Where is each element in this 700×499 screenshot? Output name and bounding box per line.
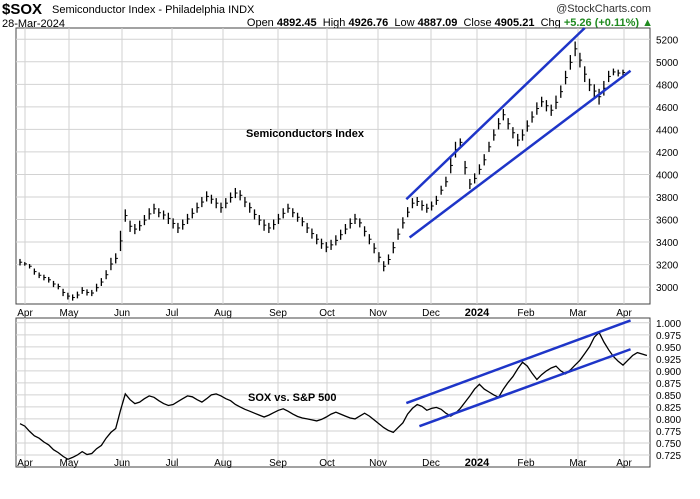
y-tick-label: 0.800: [656, 415, 681, 426]
index-full-name: Semiconductor Index - Philadelphia INDX: [52, 4, 255, 16]
chart-annotation: SOX vs. S&P 500: [248, 392, 336, 404]
y-tick-label: 4400: [656, 125, 679, 136]
y-tick-label: 0.975: [656, 331, 681, 342]
y-tick-label: 0.875: [656, 379, 681, 390]
low-value: 4887.09: [417, 17, 458, 29]
x-tick-label: Feb: [517, 458, 535, 469]
trend-channel-line: [405, 319, 631, 405]
x-tick-label: Feb: [517, 308, 535, 319]
y-tick-label: 0.725: [656, 451, 681, 462]
price-panel: Apr May Jun Jul Aug Sep Oct Nov Dec 2024 Feb Mar Apr…: [15, 27, 679, 319]
up-arrow-icon: ▲: [642, 17, 653, 29]
high-value: 4926.76: [348, 17, 389, 29]
trend-channel-line: [408, 69, 632, 239]
chg-label: Chg: [540, 17, 561, 29]
x-tick-label: Apr: [17, 308, 33, 319]
y-tick-label: 0.825: [656, 403, 681, 414]
y-tick-label: 3000: [656, 283, 679, 294]
open-value: 4892.45: [276, 17, 317, 29]
x-tick-label: Aug: [214, 308, 232, 319]
trend-channel-line: [405, 27, 586, 201]
y-tick-label: 0.950: [656, 343, 681, 354]
quote-date: 28-Mar-2024: [2, 18, 65, 30]
x-tick-label: Oct: [319, 458, 335, 469]
trend-channel-line: [418, 348, 631, 428]
x-tick-label: May: [60, 458, 79, 469]
y-tick-label: 3600: [656, 216, 679, 227]
close-label: Close: [463, 17, 492, 29]
y-tick-label: 3200: [656, 261, 679, 272]
x-tick-label: Apr: [616, 308, 632, 319]
x-tick-label: Aug: [214, 458, 232, 469]
high-label: High: [322, 17, 346, 29]
x-tick-label: Jun: [114, 308, 130, 319]
ratio-line: [19, 331, 648, 461]
chg-value: +5.26 (+0.11%): [563, 17, 640, 29]
y-tick-label: 4600: [656, 103, 679, 114]
x-tick-label: Jul: [166, 458, 179, 469]
y-tick-label: 0.925: [656, 355, 681, 366]
y-tick-label: 4800: [656, 80, 679, 91]
y-tick-label: 0.775: [656, 427, 681, 438]
x-tick-label: 2024: [465, 307, 490, 319]
x-tick-label: Mar: [569, 458, 587, 469]
x-tick-label: Nov: [369, 308, 387, 319]
x-tick-label: Mar: [569, 308, 587, 319]
x-tick-label: Apr: [17, 458, 33, 469]
x-tick-label: Sep: [269, 458, 287, 469]
chart-annotation: Semiconductors Index: [246, 128, 365, 140]
x-tick-label: Dec: [422, 458, 440, 469]
x-tick-label: 2024: [465, 457, 490, 469]
x-tick-label: Nov: [369, 458, 387, 469]
y-tick-label: 0.750: [656, 439, 681, 450]
stockcharts-watermark: @StockCharts.com: [556, 3, 651, 15]
low-label: Low: [394, 17, 415, 29]
x-tick-label: Oct: [319, 308, 335, 319]
close-value: 4905.21: [494, 17, 535, 29]
x-tick-label: Apr: [616, 458, 632, 469]
y-tick-label: 5000: [656, 58, 679, 69]
open-label: Open: [246, 17, 274, 29]
y-tick-label: 4200: [656, 148, 679, 159]
y-tick-label: 3400: [656, 238, 679, 249]
y-tick-label: 5200: [656, 35, 679, 46]
y-tick-label: 0.900: [656, 367, 681, 378]
x-tick-label: May: [60, 308, 79, 319]
x-tick-label: Sep: [269, 308, 287, 319]
y-tick-label: 0.850: [656, 391, 681, 402]
x-tick-label: Dec: [422, 308, 440, 319]
x-tick-label: Jun: [114, 458, 130, 469]
y-tick-label: 3800: [656, 193, 679, 204]
ohlc-summary: Open 4892.45 High 4926.76 Low 4887.09 Cl…: [247, 17, 653, 29]
x-tick-label: Jul: [166, 308, 179, 319]
y-tick-label: 4000: [656, 170, 679, 181]
y-tick-label: 1.000: [656, 319, 681, 330]
relative-strength-panel: Apr May Jun Jul Aug Sep Oct Nov Dec 2024 Feb Mar Apr…: [15, 317, 681, 469]
ticker-symbol: $SOX: [2, 1, 43, 18]
